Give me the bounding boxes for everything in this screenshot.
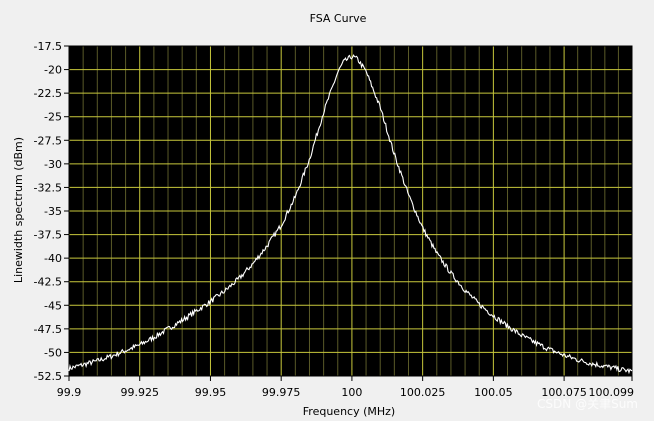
- y-axis-ticks: -17.5 -20 -22.5 -25 -27.5 -30 -32.5 -35 -37.5 -40…: [34, 40, 69, 383]
- y-tick-label: -17.5: [34, 40, 62, 53]
- y-tick-label: -40: [44, 252, 62, 265]
- y-tick-label: -30: [44, 158, 62, 171]
- x-tick-label: 100.099: [589, 386, 635, 399]
- x-tick-label: 100: [341, 386, 362, 399]
- x-tick-label: 100.075: [541, 386, 587, 399]
- y-tick-label: -47.5: [34, 323, 62, 336]
- x-tick-label: 100.05: [474, 386, 513, 399]
- y-tick-label: -45: [44, 299, 62, 312]
- y-tick-label: -42.5: [34, 276, 62, 289]
- x-tick-label: 99.95: [195, 386, 227, 399]
- chart-title: FSA Curve: [310, 12, 367, 25]
- y-tick-label: -35: [44, 205, 62, 218]
- x-tick-label: 99.975: [262, 386, 301, 399]
- y-tick-label: -20: [44, 64, 62, 77]
- y-tick-label: -32.5: [34, 181, 62, 194]
- x-tick-label: 99.925: [120, 386, 159, 399]
- y-tick-label: -50: [44, 346, 62, 359]
- watermark-text: CSDN @关聿Sum: [537, 397, 638, 411]
- y-axis-label: Linewidth spectrum (dBm): [12, 137, 25, 283]
- y-tick-label: -52.5: [34, 370, 62, 383]
- y-tick-label: -27.5: [34, 134, 62, 147]
- y-tick-label: -22.5: [34, 87, 62, 100]
- x-tick-label: 99.9: [57, 386, 82, 399]
- series-line: [68, 54, 633, 375]
- y-tick-label: -37.5: [34, 229, 62, 242]
- x-axis-label: Frequency (MHz): [303, 405, 395, 418]
- x-tick-label: 100.025: [400, 386, 446, 399]
- y-tick-label: -25: [44, 111, 62, 124]
- x-axis-ticks: 99.9 99.925 99.95 99.975 100 100.025 100.05 100…: [57, 376, 634, 399]
